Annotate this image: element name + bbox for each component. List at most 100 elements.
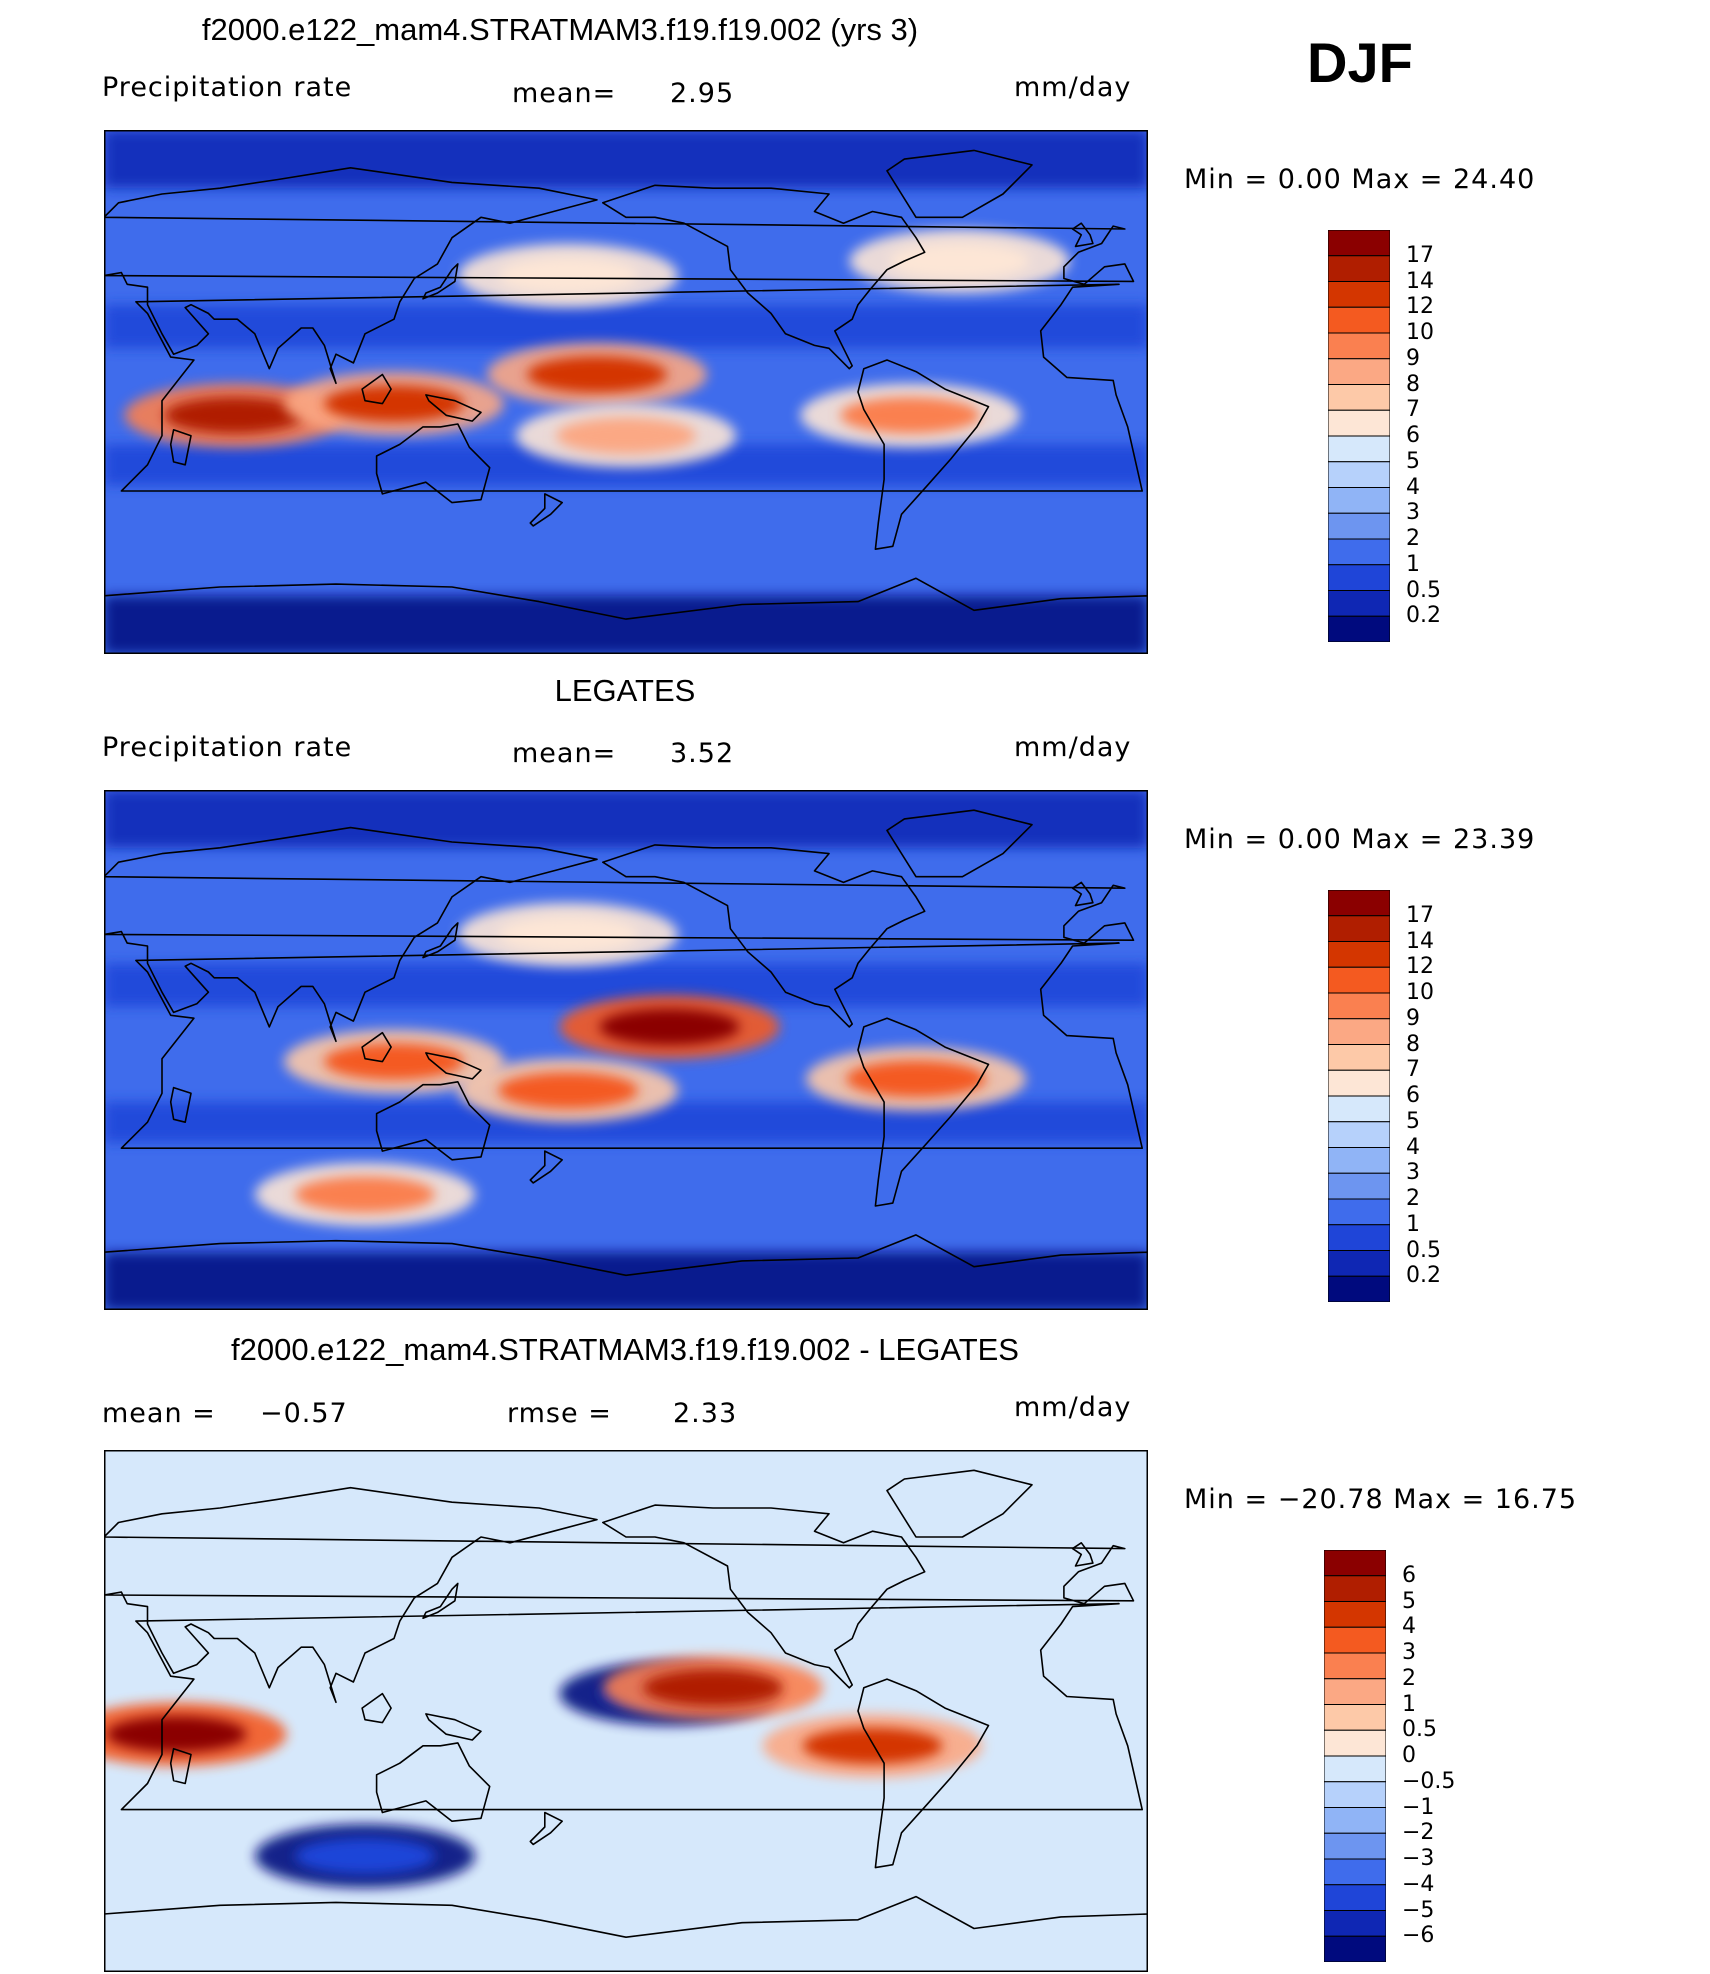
coastline-europe-asia [104,167,1135,385]
coastline-south-america [857,359,990,550]
colorbar-box [1324,1832,1386,1860]
coastline-antarctica [104,1234,1148,1310]
colorbar-box [1328,890,1390,917]
colorbar-tick-label: 7 [1406,1057,1420,1083]
coastline-japan [422,263,459,300]
colorbar-tick-label: 1 [1402,1691,1416,1717]
coastline-australia [375,423,491,504]
colorbar-tick-label: 10 [1406,320,1434,345]
colorbar-tick-label: 10 [1406,980,1434,1005]
colorbar-box [1328,1044,1390,1071]
panel3-title: f2000.e122_mam4.STRATMAM3.f19.f19.002 - … [230,1332,1019,1367]
colorbar-box [1324,1652,1386,1680]
colorbar-tick-label: −1 [1402,1794,1435,1820]
colorbar-box [1328,564,1390,591]
coastline-japan [422,922,459,959]
coastline-greenland [886,1469,1033,1538]
colorbar-box [1328,512,1390,540]
north-pacific-storm-track [498,916,638,953]
colorbar-box [1328,590,1390,617]
coastline-madagascar [169,1747,192,1785]
colorbar-box [1328,915,1390,942]
colorbar-box [1328,1095,1390,1123]
west-pacific-wet-bias [643,1669,783,1706]
latitude-band [104,595,1148,654]
colorbar-tick-label: 0.5 [1406,577,1441,603]
colorbar-box [1328,255,1390,282]
spcz [556,417,696,454]
spcz [498,1072,638,1109]
colorbar-tick-label: 8 [1406,371,1420,397]
colorbar-box [1324,1550,1386,1577]
colorbar-box [1328,306,1390,334]
colorbar-tick-label: 5 [1406,448,1420,474]
coastline-new-zealand [529,493,563,527]
andes-wet-bias [802,1727,943,1764]
coastline-africa [120,283,1143,492]
panel2-minmax: Min = 0.00 Max = 23.39 [1184,824,1536,855]
panel3-map [104,1450,1148,1972]
colorbar-box [1328,538,1390,566]
colorbar-box [1328,1172,1390,1200]
map-frame [104,790,1148,1310]
indian-ocean-south [164,397,305,434]
colorbar-box [1324,1601,1386,1628]
coastline-japan [422,1582,459,1619]
colorbar-box [1324,1781,1386,1808]
panel2-variable-label: Precipitation rate [102,732,353,763]
panel2-mean-value: 3.52 [670,738,735,769]
coastline-new-guinea [425,394,482,422]
colorbar-box [1324,1678,1386,1705]
panel3-rmse-label: rmse = [507,1398,612,1429]
colorbar-box [1324,1626,1386,1654]
colorbar-box [1328,1121,1390,1148]
coastline-africa [120,1602,1143,1811]
maritime-continent [324,385,464,422]
panel1-mean-value: 2.95 [670,78,735,109]
coastline-borneo [361,1031,392,1063]
colorbar-tick-label: 4 [1406,474,1420,500]
colorbar-tick-label: −6 [1402,1923,1435,1949]
colorbar-box [1328,992,1390,1020]
north-atlantic-storm-track [889,243,1030,279]
coastline-australia [375,1742,491,1822]
coastline-australia [375,1081,491,1161]
colorbar-tick-label: 3 [1406,1160,1420,1186]
colorbar-tick-label: 6 [1402,1562,1416,1588]
colorbar-tick-label: 2 [1402,1665,1416,1691]
colorbar-box [1328,1018,1390,1045]
map-frame [104,130,1148,654]
colorbar-box [1328,1069,1390,1097]
panel3-units: mm/day [1014,1392,1132,1423]
itcz-pacific [599,1008,740,1045]
coastline-antarctica [104,577,1148,654]
coastline-uk [1071,222,1094,248]
colorbar-box [1328,941,1390,968]
southern-ocean-band [295,1176,435,1213]
southern-ocean-dry-band [295,1838,435,1874]
colorbar-box [1324,1910,1386,1937]
coastline-greenland [886,809,1033,878]
colorbar-box [1324,1755,1386,1783]
coastline-africa [120,942,1143,1149]
coastline-new-guinea [425,1052,482,1080]
colorbar-tick-label: 4 [1406,1134,1420,1160]
maritime-continent [324,1043,464,1080]
colorbar-tick-label: 14 [1406,928,1434,954]
coastline-south-america [857,1678,990,1869]
coastline-new-zealand [529,1811,563,1846]
colorbar-box [1324,1935,1386,1962]
colorbar-box [1328,358,1390,385]
colorbar-tick-label: 14 [1406,268,1434,294]
colorbar-box [1324,1858,1386,1886]
season-label: DJF [1307,31,1413,94]
colorbar-tick-label: 8 [1406,1031,1420,1057]
colorbar-box [1328,1250,1390,1277]
coastline-europe-asia [104,1486,1135,1704]
latitude-band [104,1252,1148,1310]
panel3-mean-value: −0.57 [260,1398,348,1429]
panel1-colorbar [1328,230,1390,642]
colorbar-tick-label: 4 [1402,1614,1416,1640]
colorbar-tick-label: 9 [1406,345,1420,371]
colorbar-box [1324,1575,1386,1602]
